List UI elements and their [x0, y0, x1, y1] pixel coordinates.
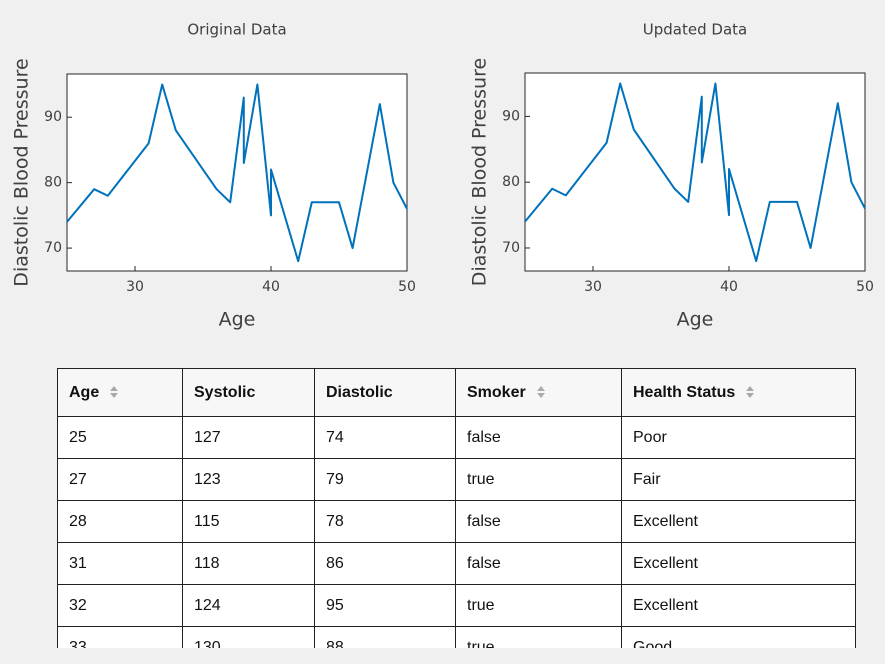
- table-cell: 78: [314, 500, 456, 543]
- table-cell: 32: [57, 584, 183, 627]
- table-cell: Excellent: [621, 542, 856, 585]
- table-cell: Fair: [621, 458, 856, 501]
- table-cell: 25: [57, 416, 183, 459]
- column-header: Diastolic: [314, 368, 456, 417]
- y-tick-label: 90: [502, 108, 520, 124]
- table-cell: 86: [314, 542, 456, 585]
- column-header-text: Smoker: [467, 383, 526, 401]
- column-header-text: Health Status: [633, 383, 736, 401]
- plot-area: [66, 73, 408, 272]
- table-cell: 95: [314, 584, 456, 627]
- table-cell: 124: [182, 584, 315, 627]
- table-cell: 118: [182, 542, 315, 585]
- y-tick-label: 70: [502, 240, 520, 256]
- sort-icon[interactable]: [109, 384, 119, 400]
- table-row: 28 115 78 false Excellent: [57, 500, 856, 543]
- x-tick-label: 50: [856, 279, 874, 295]
- x-tick-label: 30: [126, 279, 144, 295]
- plot-area: [524, 72, 866, 272]
- table-cell: Excellent: [621, 500, 856, 543]
- column-header-text: Systolic: [194, 383, 256, 401]
- table-cell: Excellent: [621, 584, 856, 627]
- table-cell: Good: [621, 626, 856, 648]
- table-cell: 31: [57, 542, 183, 585]
- column-header[interactable]: Age: [57, 368, 183, 417]
- table-cell: true: [455, 626, 622, 648]
- table-cell: false: [455, 500, 622, 543]
- y-axis-label: Diastolic Blood Pressure: [11, 58, 33, 286]
- sort-icon[interactable]: [536, 384, 546, 400]
- x-axis-label: Age: [219, 309, 256, 331]
- table-container: Age Systolic Diastolic Smoker Health Status …: [57, 368, 856, 648]
- table-row: 27 123 79 true Fair: [57, 458, 856, 501]
- table-cell: true: [455, 458, 622, 501]
- table-cell: false: [455, 416, 622, 459]
- y-tick-label: 90: [44, 109, 62, 125]
- table-body: 25 127 74 false Poor 27 123 79 true Fair 28 115 78 fa…: [57, 416, 856, 648]
- table-cell: 79: [314, 458, 456, 501]
- table-cell: 33: [57, 626, 183, 648]
- y-axis-label: Diastolic Blood Pressure: [469, 58, 491, 286]
- table-cell: 115: [182, 500, 315, 543]
- table-cell: true: [455, 584, 622, 627]
- data-line: [66, 83, 408, 263]
- column-header[interactable]: Health Status: [621, 368, 856, 417]
- data-table: Age Systolic Diastolic Smoker Health Status …: [57, 368, 856, 648]
- column-header-text: Age: [69, 383, 100, 401]
- x-tick-label: 40: [262, 279, 280, 295]
- data-line: [524, 82, 866, 263]
- table-row: 33 130 88 true Good: [57, 626, 856, 648]
- column-header[interactable]: Smoker: [455, 368, 622, 417]
- header-row: Age Systolic Diastolic Smoker Health Status: [57, 368, 856, 417]
- table-cell: 127: [182, 416, 315, 459]
- sort-icon[interactable]: [745, 384, 755, 400]
- table-row: 31 118 86 false Excellent: [57, 542, 856, 585]
- x-axis-label: Age: [677, 309, 714, 331]
- table-cell: false: [455, 542, 622, 585]
- table-cell: 123: [182, 458, 315, 501]
- charts: Original Data Age Diastolic Blood Pressure…: [11, 21, 874, 331]
- table-cell: 74: [314, 416, 456, 459]
- chart-title: Original Data: [187, 21, 286, 39]
- x-tick-label: 40: [720, 279, 738, 295]
- y-tick-label: 80: [502, 174, 520, 190]
- table-cell: 28: [57, 500, 183, 543]
- table-row: 25 127 74 false Poor: [57, 416, 856, 459]
- table-cell: 88: [314, 626, 456, 648]
- column-header-text: Diastolic: [326, 383, 393, 401]
- x-tick-label: 30: [584, 279, 602, 295]
- x-tick-label: 50: [398, 279, 416, 295]
- y-tick-label: 70: [44, 240, 62, 256]
- table-cell: 27: [57, 458, 183, 501]
- chart-title: Updated Data: [643, 21, 747, 39]
- table-cell: Poor: [621, 416, 856, 459]
- table-row: 32 124 95 true Excellent: [57, 584, 856, 627]
- column-header: Systolic: [182, 368, 315, 417]
- y-tick-label: 80: [44, 175, 62, 191]
- table-cell: 130: [182, 626, 315, 648]
